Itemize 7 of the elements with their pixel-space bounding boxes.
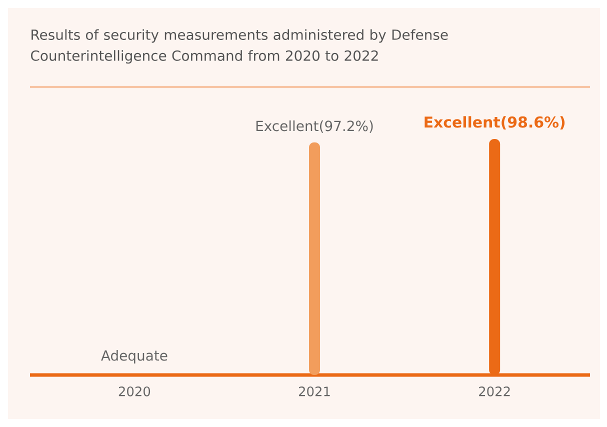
x-tick-label: 2020 [118,386,150,396]
chart-title: Results of security measurements administered by Defense Counterintelligence Command from 2020 to 2022 [30,29,448,64]
x-tick-label: 2021 [298,386,330,396]
x-tick-label: 2022 [479,386,510,396]
text: Adequate [101,350,168,364]
data-label: Excellent(98.6%) [424,116,565,130]
data-label: Excellent(97.2%) [256,120,373,133]
